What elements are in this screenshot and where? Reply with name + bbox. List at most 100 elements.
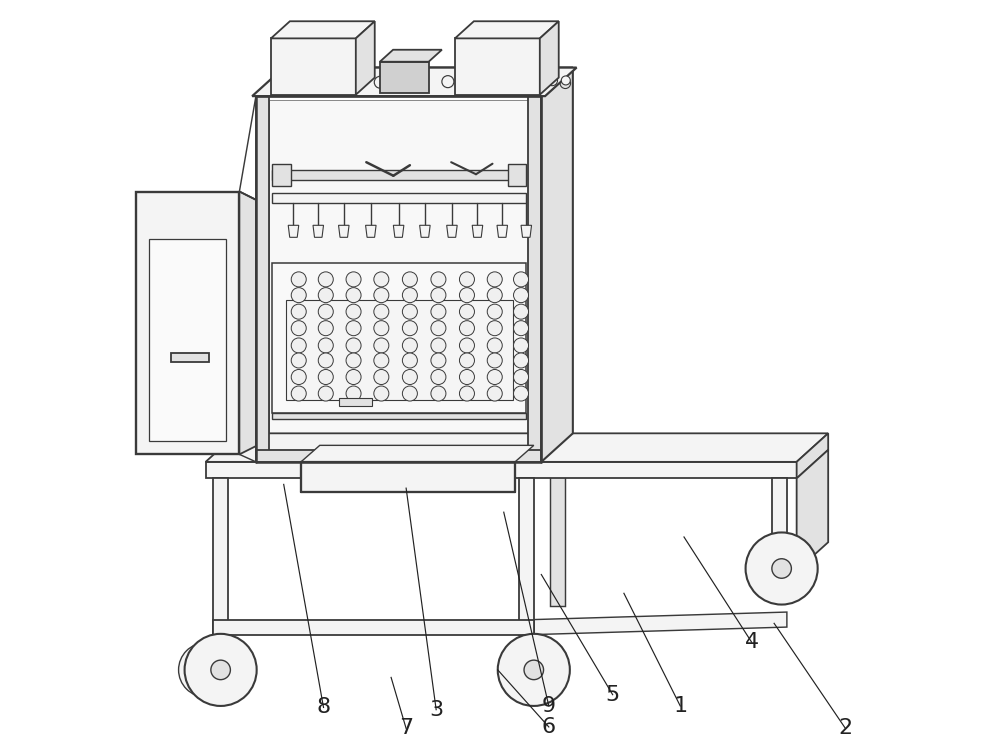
Circle shape: [312, 77, 324, 89]
Circle shape: [514, 386, 529, 401]
Circle shape: [459, 272, 474, 287]
Circle shape: [346, 288, 361, 303]
Polygon shape: [301, 445, 534, 462]
Circle shape: [487, 338, 502, 353]
Circle shape: [408, 76, 420, 88]
Circle shape: [374, 77, 386, 89]
Circle shape: [509, 78, 520, 89]
Circle shape: [342, 77, 354, 89]
Circle shape: [487, 353, 502, 368]
Circle shape: [431, 386, 446, 401]
Polygon shape: [272, 164, 291, 186]
Polygon shape: [534, 612, 787, 635]
Circle shape: [402, 321, 417, 336]
Polygon shape: [271, 21, 375, 38]
Circle shape: [459, 369, 474, 385]
Circle shape: [374, 304, 389, 319]
Circle shape: [402, 353, 417, 368]
Circle shape: [318, 272, 333, 287]
Circle shape: [459, 338, 474, 353]
Polygon shape: [508, 164, 526, 186]
Polygon shape: [206, 433, 828, 462]
Circle shape: [293, 78, 303, 89]
Circle shape: [374, 321, 389, 336]
Polygon shape: [339, 225, 349, 237]
Circle shape: [514, 353, 529, 368]
Polygon shape: [213, 620, 534, 635]
Circle shape: [291, 369, 306, 385]
Circle shape: [179, 643, 233, 697]
Circle shape: [402, 338, 417, 353]
Circle shape: [291, 353, 306, 368]
Polygon shape: [797, 450, 828, 571]
Circle shape: [431, 304, 446, 319]
Polygon shape: [272, 413, 526, 419]
Circle shape: [291, 288, 306, 303]
Circle shape: [447, 78, 457, 89]
Circle shape: [346, 369, 361, 385]
Circle shape: [514, 304, 529, 319]
Circle shape: [459, 321, 474, 336]
Polygon shape: [380, 62, 429, 93]
Polygon shape: [541, 68, 573, 462]
Circle shape: [524, 660, 544, 680]
Polygon shape: [136, 192, 239, 454]
Circle shape: [291, 386, 306, 401]
Circle shape: [547, 75, 558, 86]
Polygon shape: [288, 225, 299, 237]
Polygon shape: [149, 239, 226, 441]
Circle shape: [374, 386, 389, 401]
Polygon shape: [356, 21, 375, 95]
Text: 4: 4: [745, 632, 759, 652]
Circle shape: [291, 338, 306, 353]
Circle shape: [374, 288, 389, 303]
Circle shape: [487, 386, 502, 401]
Polygon shape: [528, 96, 541, 462]
Polygon shape: [256, 68, 573, 96]
Circle shape: [211, 660, 230, 680]
Polygon shape: [239, 192, 256, 454]
Circle shape: [414, 78, 425, 89]
Circle shape: [459, 288, 474, 303]
Circle shape: [318, 386, 333, 401]
Circle shape: [383, 78, 393, 89]
Circle shape: [487, 369, 502, 385]
Polygon shape: [272, 263, 526, 413]
Circle shape: [346, 321, 361, 336]
Circle shape: [374, 272, 389, 287]
Circle shape: [346, 272, 361, 287]
Polygon shape: [171, 353, 209, 362]
Circle shape: [772, 559, 791, 578]
Circle shape: [291, 272, 306, 287]
Polygon shape: [313, 225, 324, 237]
Polygon shape: [455, 21, 559, 38]
Text: 6: 6: [542, 717, 556, 737]
Circle shape: [514, 288, 529, 303]
Polygon shape: [447, 225, 457, 237]
Polygon shape: [519, 478, 534, 635]
Circle shape: [346, 386, 361, 401]
Circle shape: [507, 75, 519, 87]
Circle shape: [459, 304, 474, 319]
Circle shape: [431, 288, 446, 303]
Circle shape: [431, 338, 446, 353]
Circle shape: [374, 353, 389, 368]
Circle shape: [459, 353, 474, 368]
Circle shape: [402, 288, 417, 303]
Text: 9: 9: [542, 696, 556, 716]
Circle shape: [374, 369, 389, 385]
Circle shape: [374, 338, 389, 353]
Circle shape: [318, 288, 333, 303]
Circle shape: [498, 634, 570, 706]
Circle shape: [514, 338, 529, 353]
Polygon shape: [797, 433, 828, 478]
Polygon shape: [540, 21, 559, 95]
Polygon shape: [772, 478, 787, 571]
Text: 7: 7: [399, 719, 413, 738]
Polygon shape: [213, 478, 228, 635]
Circle shape: [487, 321, 502, 336]
Polygon shape: [271, 38, 356, 95]
Circle shape: [282, 77, 294, 89]
Circle shape: [351, 78, 362, 89]
Circle shape: [560, 78, 571, 89]
